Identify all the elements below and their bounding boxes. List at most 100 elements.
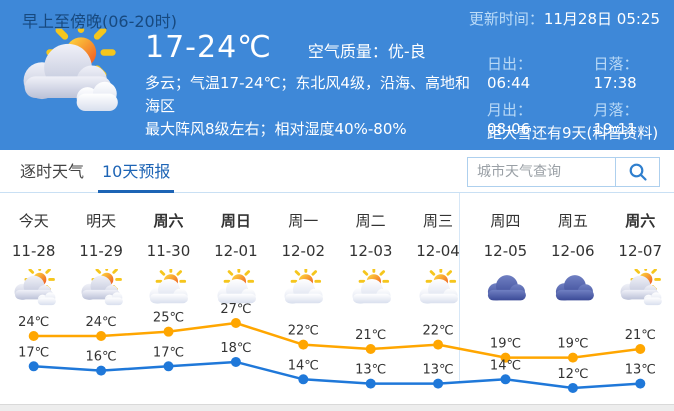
forecast-day: 周四 — [490, 212, 521, 230]
sun-moon-times: 日出：06:44 日落：17:38 月出：08:06 月落：19:11 — [487, 53, 674, 138]
forecast-column[interactable]: 周六 12-07 — [607, 193, 674, 307]
low-temp-point — [433, 378, 444, 389]
high-temp-label: 22℃ — [288, 324, 319, 339]
forecast-column[interactable]: 周三 12-04 — [404, 193, 471, 307]
forecast-column[interactable]: 周五 12-06 — [539, 193, 606, 307]
air-quality: 空气质量：优-良 — [308, 38, 426, 62]
overcast-icon — [539, 269, 606, 307]
low-temp-point — [365, 378, 376, 389]
low-temp-label: 17℃ — [18, 345, 49, 360]
forecast-day: 周一 — [288, 212, 319, 230]
high-temp-label: 21℃ — [625, 328, 656, 343]
high-temp-point — [298, 339, 309, 350]
forecast-day: 周六 — [625, 212, 656, 230]
sunset-label: 日落： — [593, 55, 639, 73]
sun-cloud-icon — [202, 269, 269, 307]
overcast-icon — [472, 269, 539, 307]
high-temp-label: 24℃ — [18, 315, 49, 330]
sun-cloud-icon — [270, 269, 337, 307]
moonset-label: 月落： — [593, 101, 639, 119]
search-icon — [629, 163, 647, 181]
forecast-column[interactable]: 周一 12-02 — [270, 193, 337, 307]
sunrise: 日出：06:44 — [487, 53, 568, 92]
cloudy-icon — [67, 269, 134, 307]
forecast-day: 今天 — [18, 212, 49, 230]
weather-description-line2: 最大阵风8级左右；相对湿度40%-80% — [145, 120, 407, 138]
moonset: 月落：19:11 — [594, 99, 674, 138]
weather-description-line1: 多云；气温17-24℃；东北风4级，沿海、高地和海区 — [145, 74, 470, 115]
forecast-day: 周五 — [557, 212, 588, 230]
forecast-date: 12-04 — [416, 242, 460, 260]
cloudy-icon — [0, 269, 67, 307]
forecast-column[interactable]: 周六 11-30 — [135, 193, 202, 307]
air-quality-label: 空气质量： — [307, 42, 388, 61]
low-temp-label: 13℃ — [625, 363, 656, 378]
current-conditions: 17-24℃ 空气质量：优-良 多云；气温17-24℃；东北风4级，沿海、高地和… — [145, 30, 475, 141]
cloudy-icon — [607, 269, 674, 307]
forecast-day: 周三 — [423, 212, 454, 230]
temperature-range: 17-24℃ — [145, 30, 272, 65]
update-time-label: 更新时间： — [468, 10, 544, 28]
temperature-chart: 24℃ 24℃ 25℃ 27℃ 22℃ 21℃ 22℃ 19℃ 19℃ 21℃ 17℃ 16℃ 17℃ 1… — [18, 303, 656, 393]
low-temp-label: 13℃ — [355, 363, 386, 378]
low-temp-label: 14℃ — [288, 358, 319, 373]
forecast-date: 12-05 — [483, 242, 528, 260]
city-search-input[interactable] — [467, 157, 615, 187]
bottom-strip — [0, 404, 674, 411]
high-temp-point — [96, 330, 107, 341]
high-temp-point — [163, 326, 174, 337]
solar-term-countdown-link[interactable]: 距大雪还有9天(科普资料) — [487, 124, 659, 142]
high-temp-label: 24℃ — [86, 315, 117, 330]
forecast-day: 周日 — [220, 212, 251, 230]
sun-cloud-icon — [337, 269, 404, 307]
high-temp-label: 21℃ — [355, 328, 386, 343]
city-search — [467, 157, 660, 187]
forecast-column[interactable]: 周二 12-03 — [337, 193, 404, 307]
low-temp-point — [298, 374, 309, 385]
low-temp-point — [96, 365, 107, 376]
high-temp-label: 19℃ — [557, 337, 588, 352]
high-temp-point — [230, 318, 241, 328]
tab-hourly-weather[interactable]: 逐时天气 — [20, 162, 85, 181]
moonrise-label: 月出： — [487, 101, 533, 119]
sunset: 日落：17:38 — [594, 53, 674, 92]
week-boundary-divider — [459, 193, 460, 383]
air-quality-value: 优-良 — [387, 42, 426, 61]
high-temp-point — [567, 352, 578, 363]
low-temp-point — [500, 374, 511, 385]
high-temp-label: 19℃ — [490, 337, 521, 352]
forecast-column[interactable]: 周四 12-05 — [472, 193, 539, 307]
low-temp-point — [163, 361, 174, 372]
moonrise: 月出：08:06 — [487, 99, 568, 138]
period-label: 早上至傍晚(06-20时) — [22, 12, 177, 31]
sunset-time: 17:38 — [593, 74, 637, 92]
high-temp-point — [635, 343, 646, 354]
search-button[interactable] — [615, 157, 660, 187]
sunrise-label: 日出： — [487, 55, 533, 73]
low-temp-label: 18℃ — [220, 341, 251, 356]
high-temp-point — [433, 339, 444, 350]
sun-behind-clouds-icon — [16, 27, 120, 121]
update-time-value: 11月28日 05:25 — [543, 10, 660, 28]
update-time: 更新时间：11月28日 05:25 — [469, 8, 660, 29]
moonset-time: 19:11 — [593, 120, 637, 138]
forecast-date: 11-29 — [79, 242, 123, 260]
low-temp-point — [635, 378, 646, 389]
forecast-date: 12-07 — [618, 242, 662, 260]
tab-ten-day-forecast[interactable]: 10天预报 — [98, 150, 175, 193]
high-temp-point — [28, 330, 39, 341]
ten-day-forecast: 今天 11-28 明天 11-29 周六 11-30 周日 12-01 周一 1… — [0, 193, 674, 307]
high-temp-point — [500, 352, 511, 363]
low-temp-point — [28, 361, 39, 372]
header-panel: 早上至傍晚(06-20时) 更新时间：11月28日 05:25 17-24℃ 空… — [0, 0, 674, 150]
sunrise-time: 06:44 — [487, 74, 531, 92]
forecast-date: 12-03 — [348, 242, 393, 260]
high-temp-label: 27℃ — [220, 303, 251, 317]
low-temp-label: 12℃ — [557, 367, 588, 382]
forecast-column[interactable]: 今天 11-28 — [0, 193, 67, 307]
low-temp-label: 16℃ — [86, 350, 117, 365]
forecast-column[interactable]: 明天 11-29 — [67, 193, 134, 307]
forecast-column[interactable]: 周日 12-01 — [202, 193, 269, 307]
high-temp-label: 25℃ — [153, 311, 184, 326]
